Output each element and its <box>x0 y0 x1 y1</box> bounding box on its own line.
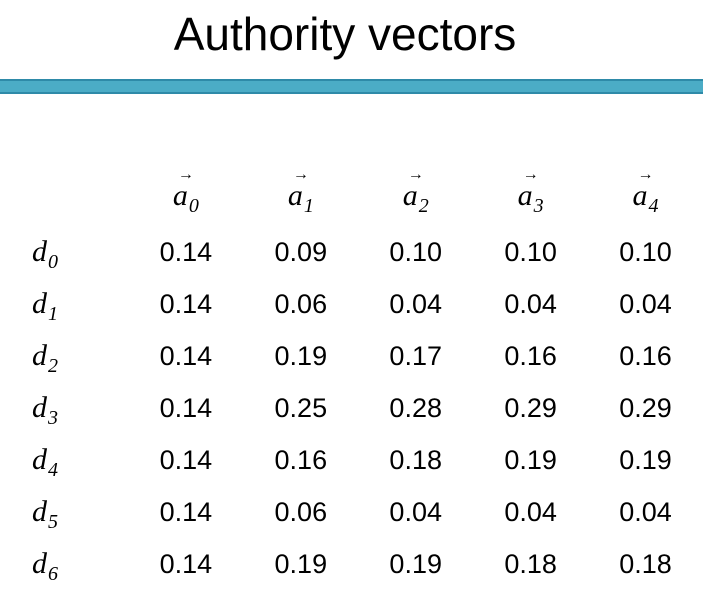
table-cell: 0.10 <box>504 236 557 267</box>
vector-arrow-icon: → <box>637 165 654 183</box>
row-header-base: d <box>32 287 47 320</box>
row-header-subscript: 0 <box>48 251 58 273</box>
row-header-subscript: 5 <box>48 511 58 533</box>
column-header-base: a <box>172 178 188 212</box>
table-cell: 0.19 <box>274 548 328 579</box>
table-row: d4 0.14 0.16 0.18 0.19 0.19 <box>20 434 703 486</box>
row-header: d2 <box>20 330 128 382</box>
vector-arrow-icon: → <box>292 165 309 183</box>
table-cell: 0.10 <box>619 236 672 267</box>
row-header-base: d <box>32 235 47 268</box>
table-row: d2 0.14 0.19 0.17 0.16 0.16 <box>20 330 703 382</box>
table-cell: 0.16 <box>274 444 328 475</box>
column-header-subscript: 3 <box>533 194 544 217</box>
column-header-subscript: 4 <box>648 194 659 217</box>
table-cell: 0.16 <box>504 340 557 371</box>
row-header-base: d <box>32 495 47 528</box>
table-cell: 0.14 <box>159 236 213 267</box>
table-cell: 0.18 <box>504 548 557 579</box>
column-header: → a2 <box>358 166 473 226</box>
authority-vectors-table: → a0 → a1 → a2 → a3 → a4 d0 0.14 0.09 0.10 0.… <box>20 166 703 590</box>
table-cell: 0.19 <box>389 548 442 579</box>
column-header-base: a <box>632 178 648 212</box>
vector-arrow-icon: → <box>177 165 194 183</box>
table-row: d6 0.14 0.19 0.19 0.18 0.18 <box>20 538 703 590</box>
table-cell: 0.19 <box>274 340 328 371</box>
table-cell: 0.10 <box>389 236 442 267</box>
table-cell: 0.29 <box>504 392 557 423</box>
table-cell: 0.19 <box>619 444 672 475</box>
table-cell: 0.04 <box>389 288 442 319</box>
table-cell: 0.14 <box>159 548 213 579</box>
vector-symbol: → a4 <box>632 166 659 217</box>
table-corner-cell <box>20 168 128 226</box>
column-header-subscript: 1 <box>303 194 314 217</box>
table-cell: 0.14 <box>159 340 213 371</box>
table-cell: 0.18 <box>619 548 672 579</box>
row-header: d4 <box>20 434 128 486</box>
table-cell: 0.17 <box>389 340 442 371</box>
table-cell: 0.04 <box>619 496 672 527</box>
column-header: → a4 <box>588 166 703 226</box>
row-header: d6 <box>20 538 128 590</box>
table-header-row: → a0 → a1 → a2 → a3 → a4 <box>20 166 703 226</box>
column-header-base: a <box>402 178 418 212</box>
row-header-base: d <box>32 443 47 476</box>
row-header-subscript: 6 <box>48 563 58 585</box>
row-header-subscript: 2 <box>48 355 58 377</box>
table-row: d0 0.14 0.09 0.10 0.10 0.10 <box>20 226 703 278</box>
vector-symbol: → a0 <box>172 166 199 217</box>
row-header: d0 <box>20 226 128 278</box>
column-header: → a1 <box>243 166 358 226</box>
row-header: d1 <box>20 278 128 330</box>
column-header-subscript: 2 <box>418 194 429 217</box>
vector-arrow-icon: → <box>407 165 424 183</box>
table-row: d3 0.14 0.25 0.28 0.29 0.29 <box>20 382 703 434</box>
table-cell: 0.14 <box>159 288 213 319</box>
table-cell: 0.04 <box>504 288 557 319</box>
slide-title: Authority vectors <box>173 8 517 60</box>
vector-symbol: → a2 <box>402 166 429 217</box>
table-cell: 0.28 <box>389 392 442 423</box>
column-header-base: a <box>517 178 533 212</box>
vector-symbol: → a3 <box>517 166 544 217</box>
table-cell: 0.14 <box>159 444 213 475</box>
title-divider-bar <box>0 79 703 94</box>
table-cell: 0.04 <box>619 288 672 319</box>
table-cell: 0.18 <box>389 444 442 475</box>
table-row: d5 0.14 0.06 0.04 0.04 0.04 <box>20 486 703 538</box>
table-cell: 0.09 <box>274 236 328 267</box>
table-cell: 0.14 <box>159 392 213 423</box>
column-header: → a3 <box>473 166 588 226</box>
table-cell: 0.25 <box>274 392 328 423</box>
table-cell: 0.16 <box>619 340 672 371</box>
row-header-subscript: 3 <box>48 407 58 429</box>
row-header: d3 <box>20 382 128 434</box>
row-header: d5 <box>20 486 128 538</box>
row-header-base: d <box>32 547 47 580</box>
table-cell: 0.29 <box>619 392 672 423</box>
table-row: d1 0.14 0.06 0.04 0.04 0.04 <box>20 278 703 330</box>
row-header-base: d <box>32 339 47 372</box>
table-cell: 0.14 <box>159 496 213 527</box>
column-header-subscript: 0 <box>188 194 199 217</box>
row-header-base: d <box>32 391 47 424</box>
row-header-subscript: 1 <box>48 303 58 325</box>
row-header-subscript: 4 <box>48 459 58 481</box>
vector-arrow-icon: → <box>522 165 539 183</box>
table-cell: 0.06 <box>274 496 328 527</box>
column-header-base: a <box>287 178 303 212</box>
table-cell: 0.04 <box>389 496 442 527</box>
column-header: → a0 <box>128 166 243 226</box>
vector-symbol: → a1 <box>287 166 314 217</box>
table-cell: 0.19 <box>504 444 557 475</box>
table-cell: 0.04 <box>504 496 557 527</box>
table-cell: 0.06 <box>274 288 328 319</box>
